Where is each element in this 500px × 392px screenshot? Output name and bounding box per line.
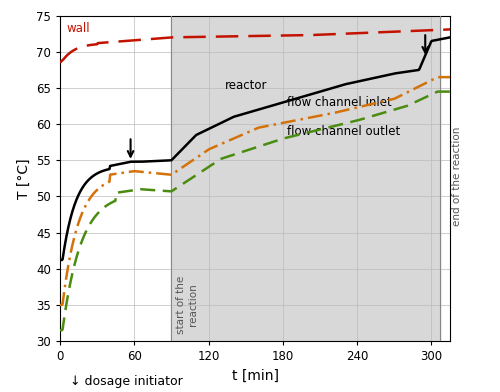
Text: reactor: reactor <box>224 80 267 93</box>
Text: flow channel outlet: flow channel outlet <box>286 125 400 138</box>
X-axis label: t [min]: t [min] <box>232 368 278 383</box>
Bar <box>430 16 440 341</box>
Text: start of the
reaction: start of the reaction <box>176 276 198 334</box>
Bar <box>172 16 440 341</box>
Text: flow channel inlet: flow channel inlet <box>286 96 392 109</box>
Y-axis label: T [°C]: T [°C] <box>16 158 30 199</box>
Text: wall: wall <box>66 22 90 34</box>
Text: ↓ dosage initiator: ↓ dosage initiator <box>70 375 183 388</box>
Text: end of the reaction: end of the reaction <box>452 127 462 226</box>
